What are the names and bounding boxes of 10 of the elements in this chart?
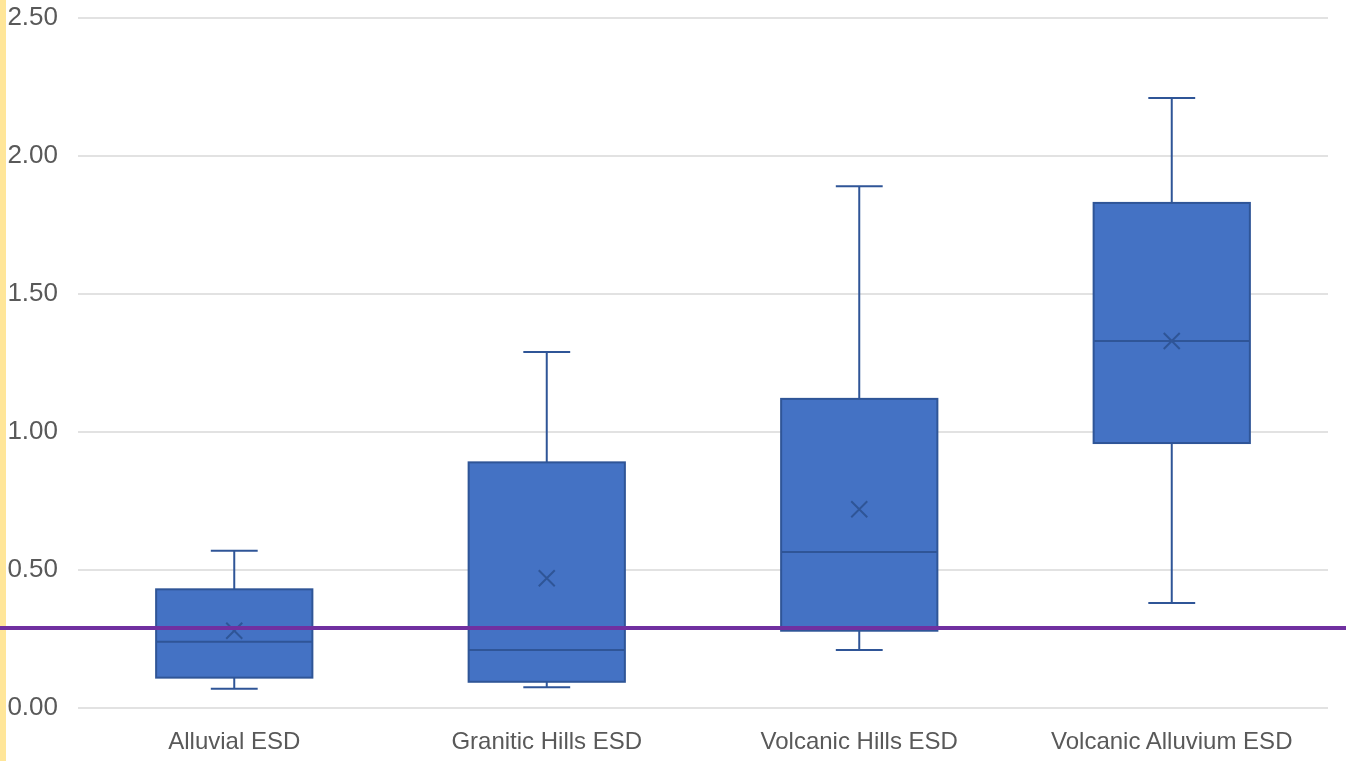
y-tick-label: 1.00 xyxy=(7,414,58,445)
x-tick-label: Granitic Hills ESD xyxy=(451,727,643,754)
x-tick-label: Volcanic Alluvium ESD xyxy=(1051,727,1293,754)
y-tick-label: 0.50 xyxy=(7,552,58,583)
y-tick-label: 2.00 xyxy=(7,138,58,169)
y-tick-label: 1.50 xyxy=(7,276,58,307)
y-tick-label: 0.00 xyxy=(7,690,58,721)
x-tick-label: Alluvial ESD xyxy=(168,727,301,754)
x-tick-label: Volcanic Hills ESD xyxy=(760,727,958,754)
y-tick-label: 2.50 xyxy=(7,0,58,31)
